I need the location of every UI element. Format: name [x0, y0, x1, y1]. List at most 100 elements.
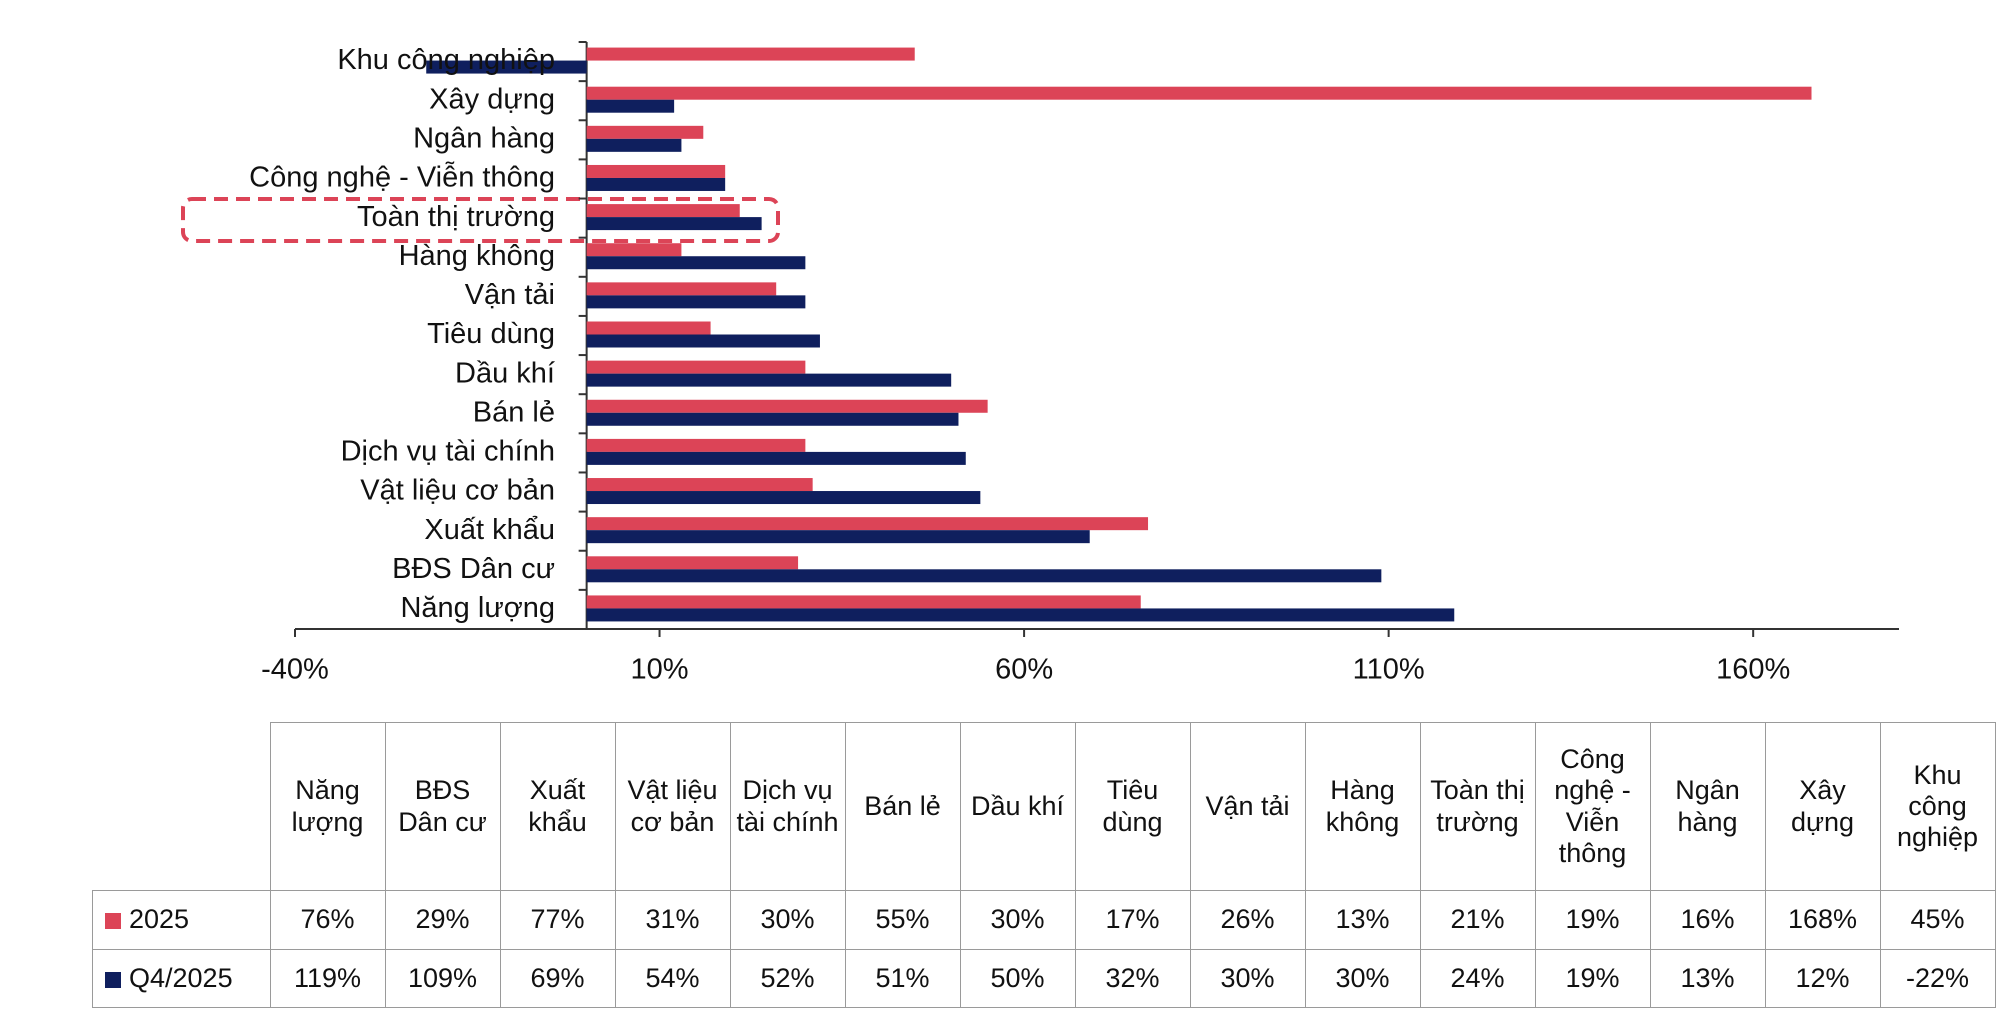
y-tick-label: Xuất khẩu — [424, 514, 555, 546]
y-tick-label: BĐS Dân cư — [392, 553, 555, 585]
table-header-cell: Hàng không — [1304, 722, 1421, 891]
table-value: 30% — [729, 890, 846, 950]
table-value: 12% — [1764, 949, 1881, 1008]
y-tick-label: Ngân hàng — [413, 122, 555, 154]
table-value: 77% — [499, 890, 616, 950]
chart: -40% 10% 60% 110% 160% Năng lượng BĐS Dân cư Xu… — [181, 41, 1899, 686]
table-value: 109% — [384, 949, 501, 1008]
table-row: 2025 76% 29% 77% 31% 30% 55% 30% 17% 26% 13% 21% 19%… — [92, 890, 1996, 950]
y-tick-label: Công nghệ - Viễn thông — [249, 161, 555, 194]
bar — [586, 373, 952, 387]
table-value: 32% — [1074, 949, 1191, 1008]
legend-label: 2025 — [129, 904, 190, 935]
bar — [426, 60, 587, 74]
table-header-cell: Xuất khẩu — [499, 722, 616, 891]
table-header-cell: Công nghệ - Viễn thông — [1534, 722, 1651, 891]
table-header-cell: Bán lẻ — [844, 722, 961, 891]
y-tick-label: Xây dựng — [429, 83, 555, 115]
y-tick-label: Năng lượng — [400, 592, 555, 624]
table-row: Q4/2025 119% 109% 69% 54% 52% 51% 50% 32% 30% 30% 2… — [92, 949, 1996, 1008]
bar — [586, 399, 988, 413]
table-header-cell: BĐS Dân cư — [384, 722, 501, 891]
bar — [586, 177, 726, 191]
legend-swatch — [105, 913, 121, 930]
bar — [586, 517, 1149, 531]
table-value: 45% — [1879, 890, 1996, 950]
table-value: 26% — [1189, 890, 1306, 950]
table-value: 24% — [1419, 949, 1536, 1008]
table-value: 51% — [844, 949, 961, 1008]
bar — [586, 530, 1090, 544]
table-value: -22% — [1879, 949, 1996, 1008]
table-header-cell: Dầu khí — [959, 722, 1076, 891]
y-tick-label: Hàng không — [399, 240, 555, 272]
bar — [586, 321, 711, 335]
legend-cell: 2025 — [92, 890, 271, 950]
bar — [586, 204, 740, 218]
table-header-cell: Khu công nghiệp — [1879, 722, 1996, 891]
bar — [586, 99, 675, 113]
bar — [586, 360, 806, 374]
table-value: 54% — [614, 949, 731, 1008]
table-value: 13% — [1649, 949, 1766, 1008]
x-tick-label: 60% — [995, 654, 1053, 686]
table-value: 30% — [1304, 949, 1421, 1008]
y-tick-label: Vận tải — [465, 279, 555, 311]
bar — [586, 47, 915, 61]
bar — [586, 217, 762, 231]
legend-label: Q4/2025 — [129, 962, 233, 993]
table-header-cell: Vật liệu cơ bản — [614, 722, 731, 891]
bar — [586, 569, 1382, 583]
bar — [586, 86, 1812, 100]
table-value: 30% — [1189, 949, 1306, 1008]
y-tick-label: Dầu khí — [455, 357, 555, 389]
table-value: 16% — [1649, 890, 1766, 950]
bar — [586, 608, 1455, 622]
bar — [586, 295, 806, 309]
highlight-box — [181, 197, 780, 243]
table-header-cell: Xây dựng — [1764, 722, 1881, 891]
table-header-row: Năng lượng BĐS Dân cư Xuất khẩu Vật liệu cơ… — [93, 722, 1996, 891]
table-header-cell: Vận tải — [1189, 722, 1306, 891]
bar — [586, 412, 959, 426]
table-value: 13% — [1304, 890, 1421, 950]
table-value: 69% — [499, 949, 616, 1008]
table-corner — [93, 723, 271, 891]
y-tick-label: Khu công nghiệp — [337, 44, 555, 76]
x-tick-label: -40% — [261, 654, 329, 686]
y-tick-label: Dịch vụ tài chính — [341, 436, 555, 468]
bar — [586, 164, 726, 178]
table-value: 21% — [1419, 890, 1536, 950]
legend-swatch — [105, 971, 121, 988]
bar — [586, 256, 806, 270]
table-value: 76% — [269, 890, 386, 950]
bar — [586, 438, 806, 452]
bar — [586, 282, 777, 296]
data-table: Năng lượng BĐS Dân cư Xuất khẩu Vật liệu cơ… — [92, 722, 1996, 1008]
bar — [586, 125, 704, 139]
bar — [586, 556, 799, 570]
table-header-cell: Dịch vụ tài chính — [729, 722, 846, 891]
bar — [586, 595, 1141, 609]
table-value: 31% — [614, 890, 731, 950]
table-value: 168% — [1764, 890, 1881, 950]
bar — [586, 334, 820, 348]
table-header-cell: Toàn thị trường — [1419, 722, 1536, 891]
bar — [586, 138, 682, 152]
table-value: 55% — [844, 890, 961, 950]
y-tick-label: Toàn thị trường — [357, 201, 555, 233]
table-header-cell: Tiêu dùng — [1074, 722, 1191, 891]
bar — [586, 491, 981, 505]
table-value: 50% — [959, 949, 1076, 1008]
table-value: 19% — [1534, 890, 1651, 950]
table-value: 30% — [959, 890, 1076, 950]
table-header-cell: Năng lượng — [269, 722, 386, 891]
bar — [586, 451, 966, 465]
bar — [586, 478, 813, 492]
table-value: 52% — [729, 949, 846, 1008]
legend-cell: Q4/2025 — [92, 949, 271, 1008]
bar — [586, 243, 682, 257]
x-tick-label: 160% — [1716, 654, 1790, 686]
table-value: 17% — [1074, 890, 1191, 950]
x-tick-label: 10% — [631, 654, 689, 686]
